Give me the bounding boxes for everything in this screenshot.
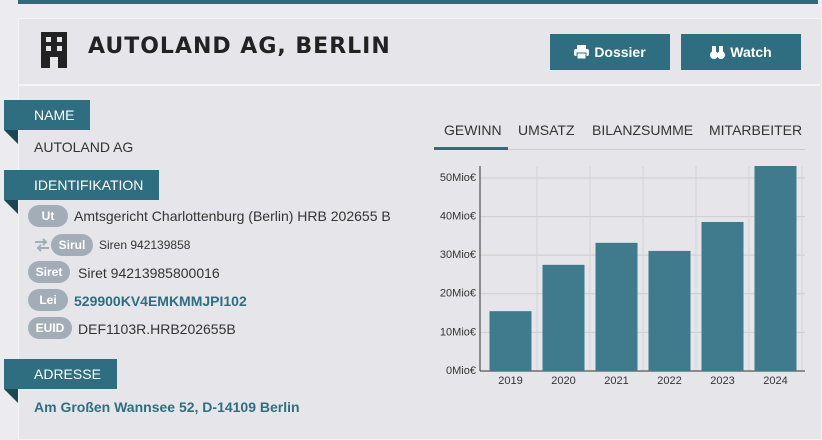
tab[interactable]: MITARBEITER	[709, 122, 803, 138]
swap-icon	[35, 238, 49, 252]
badge: EUID	[28, 317, 72, 339]
section-label: IDENTIFIKATION	[4, 170, 160, 200]
bar	[542, 264, 585, 371]
badge: Ut	[28, 205, 68, 227]
id-text: Amtsgericht Charlottenburg (Berlin) HRB …	[74, 208, 391, 224]
badge: Lei	[28, 289, 68, 311]
address-link[interactable]: Am Großen Wannsee 52, D-14109 Berlin	[34, 399, 300, 415]
x-tick-label: 2023	[710, 375, 734, 387]
company-name: AUTOLAND AG	[34, 139, 134, 155]
y-tick-label: 0Mio€	[446, 365, 476, 377]
chart: 0Mio€ 10Mio€ 20Mio€ 30Mio€ 40Mio€ 50Mio€ 2019 2…	[440, 166, 805, 387]
watch-button[interactable]: Watch	[681, 34, 801, 70]
section-label: NAME	[4, 100, 91, 130]
bar	[489, 311, 532, 371]
printer-icon	[574, 45, 590, 59]
ribbon-fold	[4, 130, 18, 144]
tab[interactable]: BILANZSUMME	[592, 122, 694, 138]
y-tick-label: 20Mio€	[440, 288, 476, 300]
button-label: Watch	[730, 44, 772, 60]
badge: Siret	[28, 261, 70, 283]
divider	[18, 84, 820, 86]
x-tick-label: 2022	[657, 375, 681, 387]
bar	[648, 250, 691, 371]
id-text: Siren 942139858	[99, 238, 191, 252]
y-tick-label: 40Mio€	[440, 210, 476, 222]
bar	[754, 166, 797, 371]
page: AUTOLAND AG, BERLIN Dossier Watch NAME A…	[4, 0, 822, 440]
x-tick-label: 2024	[763, 375, 787, 387]
bar	[595, 242, 638, 371]
top-bar	[18, 0, 818, 4]
bar	[701, 221, 744, 371]
y-tick-label: 50Mio€	[440, 172, 476, 184]
section-label: ADRESSE	[4, 359, 117, 389]
x-tick-label: 2019	[498, 375, 522, 387]
badge: Sirul	[51, 234, 93, 256]
binoculars-icon	[710, 46, 726, 59]
button-label: Dossier	[594, 44, 646, 60]
tab-active[interactable]: GEWINN	[444, 122, 502, 138]
x-tick-label: 2020	[551, 375, 575, 387]
title: AUTOLAND AG, BERLIN	[88, 34, 391, 59]
lei-link[interactable]: 529900KV4EMKMMJPI102	[74, 293, 247, 309]
tab-line	[434, 149, 805, 150]
building-icon	[41, 32, 67, 68]
tab[interactable]: UMSATZ	[518, 122, 575, 138]
y-tick-label: 30Mio€	[440, 249, 476, 261]
y-tick-label: 10Mio€	[440, 326, 476, 338]
id-text: Siret 94213985800016	[78, 265, 220, 281]
ribbon-fold	[4, 389, 18, 403]
id-text: DEF1103R.HRB202655B	[78, 321, 236, 337]
ribbon-fold	[4, 200, 18, 214]
dossier-button[interactable]: Dossier	[550, 34, 670, 70]
tab-underline	[434, 147, 508, 150]
x-tick-label: 2021	[604, 375, 628, 387]
